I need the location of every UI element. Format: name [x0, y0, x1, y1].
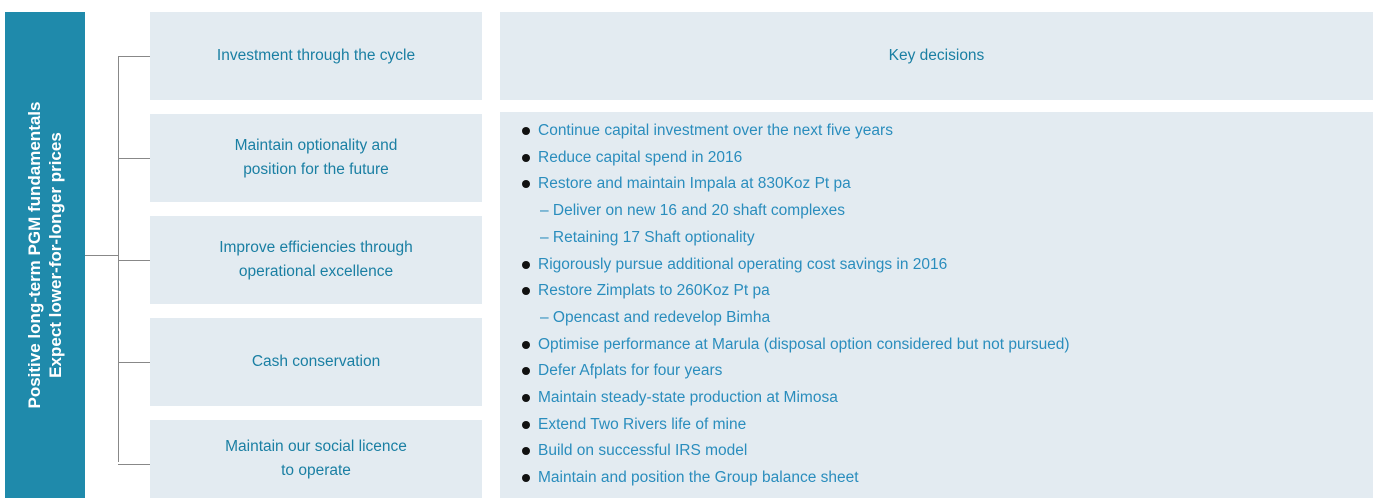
item-text: Rigorously pursue additional operating c…: [538, 255, 948, 273]
item-text: Maintain steady-state production at Mimo…: [538, 389, 838, 406]
pillar-text: operational excellence: [238, 263, 394, 280]
bullet-item: Maintain steady-state production at Mimo…: [522, 389, 838, 407]
bullet: [522, 420, 530, 429]
pillar-text: to operate: [281, 462, 351, 479]
bullet: [522, 153, 530, 162]
item-text: Continue capital investment over the nex…: [538, 122, 893, 139]
bullet-item: Optimise performance at Marula (disposal…: [522, 335, 1070, 354]
bullet-item: Reduce capital spend in 2016: [522, 148, 743, 167]
bullet-item: Restore Zimplats to 260Koz Pt pa: [522, 282, 770, 300]
item-text: Defer Afplats for four years: [538, 362, 723, 380]
side-text: Positive long-term PGM fundamentals Expec…: [24, 102, 66, 409]
item-text: Build on successful IRS model: [538, 442, 748, 460]
bullet: [522, 260, 530, 269]
connector: [118, 362, 150, 363]
bullet: [522, 180, 530, 189]
item-text: – Opencast and redevelop Bimha: [540, 308, 771, 326]
connector: [85, 255, 118, 256]
bullet: [522, 367, 530, 376]
bullet: [522, 394, 530, 402]
bullet: [522, 127, 530, 135]
pillar-box: Maintain optionality and position for the…: [150, 114, 482, 202]
bullet-item: Rigorously pursue additional operating c…: [522, 255, 948, 274]
decisions-list: Continue capital investment over the nex…: [500, 112, 1373, 498]
bullet: [522, 340, 530, 349]
item-text: Optimise performance at Marula (disposal…: [538, 335, 1070, 353]
side-line: Positive long-term PGM fundamentals: [25, 101, 44, 409]
bullet-item: Defer Afplats for four years: [522, 362, 723, 380]
bullet: [522, 287, 530, 296]
connector: [118, 158, 150, 159]
sub-item: – Deliver on new 16 and 20 shaft complex…: [540, 202, 845, 220]
pillar-box: Improve efficiencies through operational …: [150, 216, 482, 304]
bullet-item: Extend Two Rivers life of mine: [522, 415, 747, 434]
bullet: [522, 474, 530, 483]
bullet-item: Restore and maintain Impala at 830Koz Pt…: [522, 175, 851, 193]
item-text: Extend Two Rivers life of mine: [538, 415, 747, 433]
pillar-box: Investment through the cycle: [150, 12, 482, 100]
pillar-text: Maintain our social licence: [225, 438, 407, 455]
side-banner: Positive long-term PGM fundamentals Expec…: [5, 12, 85, 498]
connector: [118, 56, 150, 57]
sub-item: – Opencast and redevelop Bimha: [540, 309, 770, 327]
item-text: Restore and maintain Impala at 830Koz Pt…: [538, 175, 851, 193]
side-line: Expect lower-for-longer prices: [46, 132, 65, 378]
decisions-header: Key decisions: [500, 12, 1373, 100]
bullet-item: Maintain and position the Group balance …: [522, 469, 859, 487]
connector: [118, 260, 150, 261]
bullet: [522, 447, 530, 456]
item-text: – Retaining 17 Shaft optionality: [540, 228, 755, 246]
connector: [118, 464, 150, 465]
pillar-text: Investment through the cycle: [216, 47, 416, 64]
sub-item: – Retaining 17 Shaft optionality: [540, 229, 755, 247]
connector: [118, 56, 119, 462]
item-text: Reduce capital spend in 2016: [538, 148, 743, 166]
bullet-item: Build on successful IRS model: [522, 442, 748, 460]
item-text: Maintain and position the Group balance …: [538, 469, 859, 487]
pillar-text: position for the future: [243, 161, 389, 178]
pillar-box: Maintain our social licence to operate: [150, 420, 482, 498]
pillar-box: Cash conservation: [150, 318, 482, 406]
pillar-text: Cash conservation: [251, 353, 381, 370]
bullet-item: Continue capital investment over the nex…: [522, 122, 893, 140]
pillar-text: Improve efficiencies through: [219, 239, 413, 256]
pillar-text: Maintain optionality and: [234, 137, 398, 154]
item-text: Restore Zimplats to 260Koz Pt pa: [538, 282, 770, 300]
item-text: – Deliver on new 16 and 20 shaft complex…: [540, 202, 846, 220]
